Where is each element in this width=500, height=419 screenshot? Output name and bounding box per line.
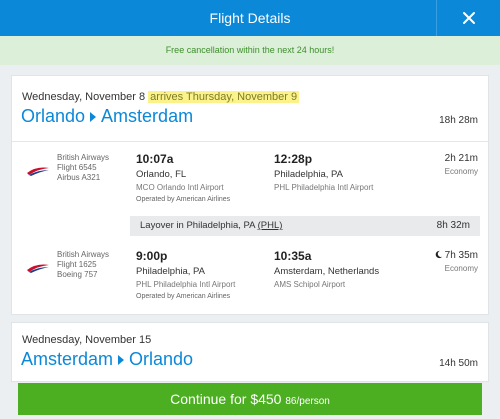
segment-duration: 7h 35m xyxy=(444,250,478,261)
route-origin: Orlando xyxy=(21,106,86,126)
arrival-city: Philadelphia, PA xyxy=(274,169,344,180)
return-route: Amsterdam Orlando xyxy=(21,349,193,370)
flight-segment: British Airways Flight 6545 Airbus A321 … xyxy=(12,146,488,208)
outbound-route: Orlando Amsterdam xyxy=(21,106,193,127)
airline-name: British Airways xyxy=(57,153,110,162)
cancellation-notice: Free cancellation within the next 24 hou… xyxy=(0,36,500,65)
return-card: Wednesday, November 15 Amsterdam Orlando… xyxy=(11,322,489,382)
return-date: Wednesday, November 15 xyxy=(22,334,152,346)
header-bar: Flight Details xyxy=(0,0,500,36)
flight-number: Flight 6545 xyxy=(57,163,97,172)
arrival-city: Amsterdam, Netherlands xyxy=(274,266,380,277)
cabin-class: Economy xyxy=(444,167,478,176)
aircraft-type: Airbus A321 xyxy=(57,173,101,182)
price-per-person: 86/person xyxy=(285,396,330,407)
departure-city: Philadelphia, PA xyxy=(136,266,206,277)
departure-info: 10:07a Orlando, FL MCO Orlando Intl Airp… xyxy=(136,152,224,192)
airline-info: British Airways Flight 6545 Airbus A321 xyxy=(57,153,109,183)
layover-text: Layover in Philadelphia, PA xyxy=(140,220,255,231)
departure-time: 9:00p xyxy=(136,249,168,263)
airline-info: British Airways Flight 1625 Boeing 757 xyxy=(57,250,109,280)
layover-bar: Layover in Philadelphia, PA (PHL) 8h 32m xyxy=(130,216,480,236)
route-origin: Amsterdam xyxy=(21,349,114,369)
continue-button[interactable]: Continue for $450 86/person xyxy=(18,383,482,415)
route-destination: Orlando xyxy=(129,349,194,369)
arrival-info: 10:35a Amsterdam, Netherlands AMS Schipo… xyxy=(274,249,379,289)
cabin-class: Economy xyxy=(444,264,478,273)
flight-number: Flight 1625 xyxy=(57,260,97,269)
outbound-date: Wednesday, November 8 xyxy=(22,91,146,103)
departure-time: 10:07a xyxy=(136,152,174,166)
layover-duration: 8h 32m xyxy=(436,220,470,231)
arrival-airport: AMS Schipol Airport xyxy=(274,280,346,289)
close-button[interactable] xyxy=(436,0,500,36)
segment-duration: 2h 21m xyxy=(444,153,478,164)
flight-segment: British Airways Flight 1625 Boeing 757 9… xyxy=(12,243,488,305)
outbound-total-duration: 18h 28m xyxy=(439,115,478,126)
return-total-duration: 14h 50m xyxy=(439,358,478,369)
route-arrow-icon xyxy=(118,354,125,365)
route-destination: Amsterdam xyxy=(101,106,194,126)
operated-by: Operated by American Airlines xyxy=(136,293,231,300)
moon-icon xyxy=(435,250,442,259)
departure-city: Orlando, FL xyxy=(136,169,187,180)
departure-airport: PHL Philadelphia Intl Airport xyxy=(136,280,236,289)
segment-duration-info: 2h 21m Economy xyxy=(445,153,478,176)
departure-airport: MCO Orlando Intl Airport xyxy=(136,183,224,192)
segment-duration-info: 7h 35m Economy xyxy=(434,250,478,273)
outbound-date-line: Wednesday, November 8 arrives Thursday, … xyxy=(22,91,300,103)
segment-duration-line: 7h 35m xyxy=(434,250,478,261)
close-icon xyxy=(462,12,475,24)
departure-info: 9:00p Philadelphia, PA PHL Philadelphia … xyxy=(136,249,235,289)
aircraft-type: Boeing 757 xyxy=(57,270,98,279)
airline-name: British Airways xyxy=(57,250,110,259)
divider xyxy=(12,141,488,142)
arrival-date-highlight: arrives Thursday, November 9 xyxy=(148,91,300,103)
british-airways-logo-icon xyxy=(27,167,49,176)
arrival-airport: PHL Philadelphia Intl Airport xyxy=(274,183,374,192)
operated-by: Operated by American Airlines xyxy=(136,196,231,203)
route-arrow-icon xyxy=(90,111,97,122)
arrival-time: 10:35a xyxy=(274,249,312,263)
outbound-card: Wednesday, November 8 arrives Thursday, … xyxy=(11,75,489,315)
continue-label: Continue for $450 xyxy=(170,391,282,407)
british-airways-logo-icon xyxy=(27,264,49,273)
arrival-time: 12:28p xyxy=(274,152,313,166)
arrival-info: 12:28p Philadelphia, PA PHL Philadelphia… xyxy=(274,152,373,192)
page-title: Flight Details xyxy=(209,10,291,26)
layover-airport-link[interactable]: (PHL) xyxy=(257,220,283,231)
